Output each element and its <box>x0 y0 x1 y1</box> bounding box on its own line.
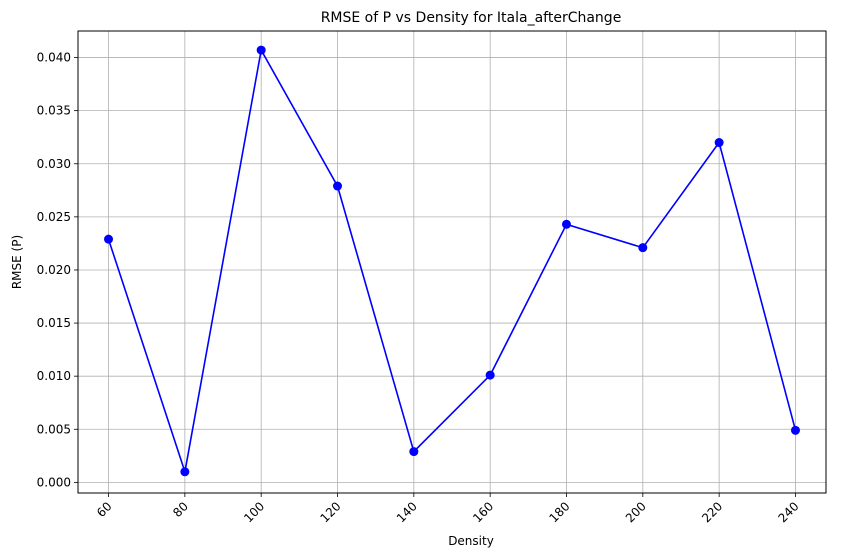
x-tick-label: 240 <box>775 499 801 525</box>
series-layer <box>104 45 800 477</box>
data-point <box>790 425 800 435</box>
series-line <box>107 47 797 473</box>
x-tick-label: 140 <box>394 499 420 525</box>
y-axis-title: RMSE (P) <box>10 235 24 289</box>
x-tick-label: 220 <box>699 499 725 525</box>
data-point <box>180 467 190 477</box>
data-point <box>333 181 343 191</box>
data-point <box>714 138 724 148</box>
data-point <box>104 234 114 244</box>
x-tick-label: 80 <box>170 499 191 520</box>
data-point <box>485 370 495 380</box>
y-tick-label: 0.010 <box>37 369 71 383</box>
grid <box>78 31 826 493</box>
x-axis-title: Density <box>448 534 494 548</box>
x-axis: 60 80 100 120 140 160 180 200 220 240 <box>94 493 802 525</box>
x-tick-label: 160 <box>470 499 496 525</box>
x-tick-label: 180 <box>547 499 573 525</box>
y-tick-label: 0.040 <box>37 51 71 65</box>
y-tick-label: 0.030 <box>37 157 71 171</box>
y-tick-label: 0.005 <box>37 422 71 436</box>
x-tick-label: 120 <box>318 499 344 525</box>
y-tick-label: 0.015 <box>37 316 71 330</box>
y-tick-label: 0.035 <box>37 104 71 118</box>
x-tick-label: 60 <box>94 499 115 520</box>
x-tick-label: 200 <box>623 499 649 525</box>
y-tick-label: 0.020 <box>37 263 71 277</box>
x-tick-label: 100 <box>241 499 267 525</box>
y-tick-label: 0.000 <box>37 475 71 489</box>
y-axis: 0.000 0.005 0.010 0.015 0.020 0.025 0.030 0.035… <box>37 51 78 489</box>
data-point <box>256 45 266 55</box>
data-point <box>409 447 419 457</box>
data-point <box>561 219 571 229</box>
y-tick-label: 0.025 <box>37 210 71 224</box>
data-point <box>638 243 648 253</box>
chart-title: RMSE of P vs Density for Itala_afterChan… <box>321 10 622 26</box>
plot-frame <box>77 30 827 494</box>
